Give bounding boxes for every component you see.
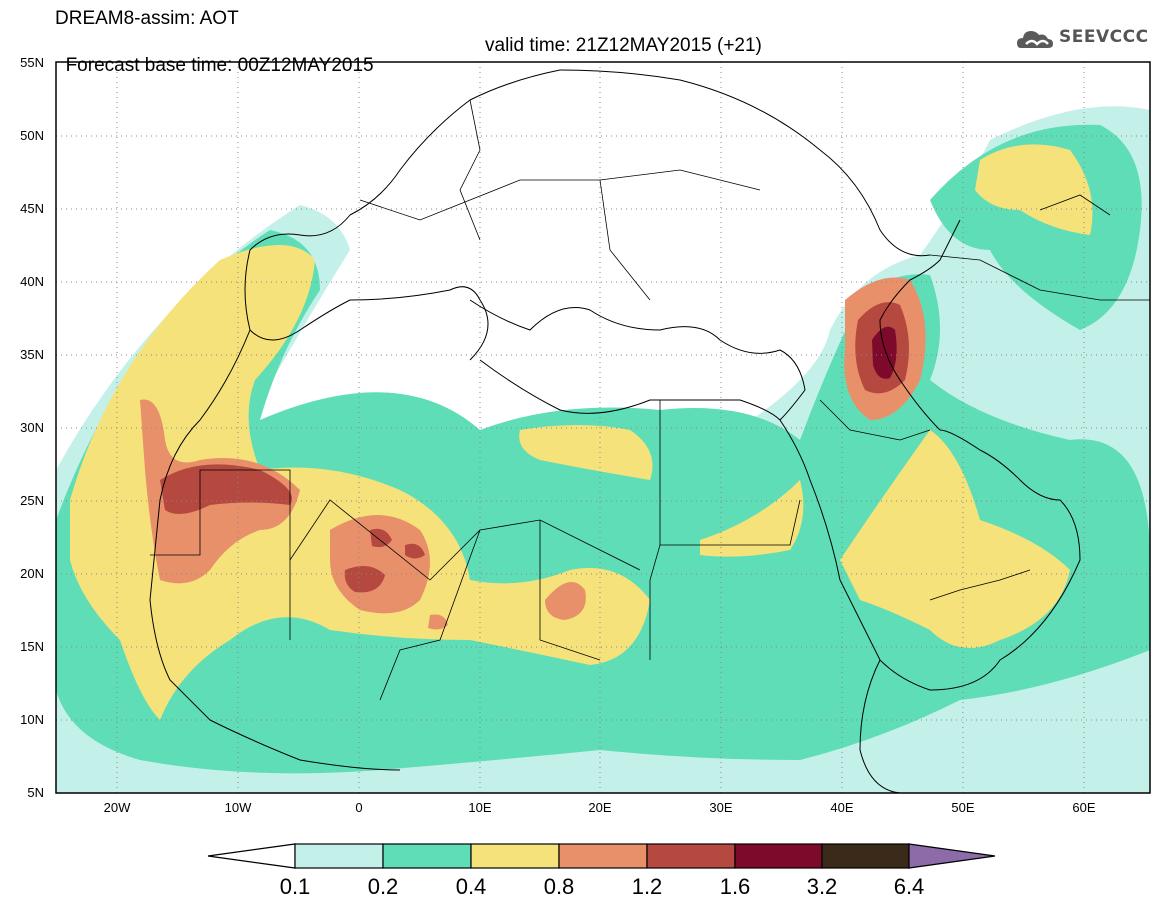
lon-tick-label: 10E (468, 800, 491, 815)
plot-frame (55, 61, 1151, 794)
forecast-time-line: Forecast base time: 00Z12MAY2015 valid t… (55, 36, 762, 96)
lon-tick-label: 20E (588, 800, 611, 815)
lon-tick-label: 40E (830, 800, 853, 815)
valid-time: valid time: 21Z12MAY2015 (+21) (485, 35, 762, 56)
lat-tick-label: 20N (20, 566, 44, 581)
coastlines (149, 69, 1081, 793)
cloud-icon (1017, 31, 1053, 48)
lon-tick-label: 50E (951, 800, 974, 815)
lat-tick-label: 30N (20, 420, 44, 435)
lat-tick-label: 25N (20, 493, 44, 508)
lat-tick-label: 55N (20, 55, 44, 70)
lat-tick-label: 15N (20, 639, 44, 654)
grid-lines (56, 62, 1150, 793)
lon-tick-label: 0 (355, 800, 362, 815)
lat-tick-label: 35N (20, 347, 44, 362)
lat-tick-label: 10N (20, 712, 44, 727)
aot-band-1.6 (872, 326, 897, 379)
lat-axis: 5N 10N 15N 20N 25N 30N 35N 40N 45N 50N 5… (20, 55, 44, 800)
lat-tick-label: 45N (20, 201, 44, 216)
aot-band-1.2 (160, 302, 909, 593)
aot-field (56, 106, 1150, 793)
forecast-base-time: Forecast base time: 00Z12MAY2015 (65, 55, 374, 76)
lon-tick-label: 20W (104, 800, 131, 815)
lat-tick-label: 40N (20, 274, 44, 289)
logo-text: SEEVCCC (1059, 27, 1149, 47)
lon-tick-label: 10W (225, 800, 252, 815)
lon-tick-label: 60E (1072, 800, 1095, 815)
lon-axis: 20W 10W 0 10E 20E 30E 40E 50E 60E (104, 800, 1096, 815)
aot-band-0.4 (70, 144, 1093, 720)
country-borders (150, 99, 1150, 701)
map-title: DREAM8-assim: AOT (55, 8, 239, 29)
lat-tick-label: 50N (20, 128, 44, 143)
lon-tick-label: 30E (709, 800, 732, 815)
lat-tick-label: 5N (27, 785, 44, 800)
